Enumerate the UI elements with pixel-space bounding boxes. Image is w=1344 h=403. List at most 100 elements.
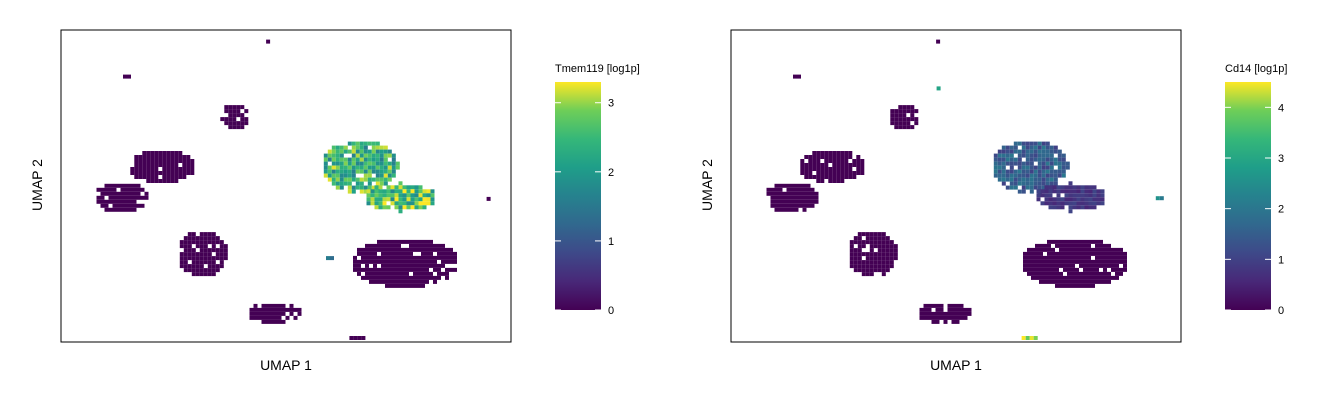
cell-point <box>774 195 779 200</box>
cell-point <box>187 240 192 245</box>
cell-point <box>1071 251 1075 256</box>
colorbar-tick-label: 0 <box>608 305 614 317</box>
cell-point <box>877 244 882 249</box>
cell-point <box>898 125 903 130</box>
cell-point <box>894 113 899 118</box>
plot-frame-1 <box>60 29 512 343</box>
cell-point <box>1005 149 1010 154</box>
cell-point <box>421 267 425 272</box>
cell-point <box>369 251 373 256</box>
cell-point <box>824 151 829 155</box>
cell-point <box>804 163 809 167</box>
cell-point <box>1017 149 1022 154</box>
cell-point <box>832 171 837 175</box>
cell-point <box>861 272 866 277</box>
cell-point <box>373 263 377 268</box>
cell-point <box>794 187 799 192</box>
cell-point <box>323 161 328 166</box>
cell-point <box>1071 267 1075 272</box>
cell-point <box>170 179 175 183</box>
cell-point <box>1041 185 1046 190</box>
cell-point <box>385 267 389 272</box>
cell-point <box>1057 149 1062 154</box>
cell-point <box>1021 181 1026 186</box>
cell-point <box>1119 267 1123 272</box>
cell-point <box>877 260 882 265</box>
cell-point <box>881 264 886 269</box>
cell-point <box>154 163 159 167</box>
cell-point <box>232 125 237 130</box>
cell-point <box>203 268 208 273</box>
cell-point <box>381 279 385 284</box>
cell-point <box>1115 275 1119 280</box>
cell-point <box>393 239 397 244</box>
cell-point <box>786 199 791 204</box>
cell-point <box>195 240 200 245</box>
cell-point <box>1021 173 1026 178</box>
cell-point <box>132 199 137 204</box>
cell-point <box>808 163 813 167</box>
cell-point <box>449 247 453 252</box>
cell-point <box>1055 243 1059 248</box>
cell-point <box>1063 247 1067 252</box>
cell-point <box>836 171 841 175</box>
cell-point <box>943 311 948 316</box>
cell-point <box>112 191 117 196</box>
cell-point <box>1065 165 1070 170</box>
cell-point <box>935 303 940 308</box>
cell-point <box>244 109 249 114</box>
cell-point <box>393 263 397 268</box>
cell-point <box>347 185 352 190</box>
cell-point <box>449 251 453 256</box>
cell-point <box>405 275 409 280</box>
cell-point <box>355 153 360 158</box>
cell-point <box>357 271 361 276</box>
y-axis-label-2: UMAP 2 <box>699 159 715 211</box>
cell-point <box>398 181 403 186</box>
cell-point <box>1048 205 1053 210</box>
cell-point <box>365 259 369 264</box>
cell-point <box>1092 189 1097 194</box>
cell-point <box>794 191 799 196</box>
cell-point <box>116 203 121 208</box>
cell-point <box>425 247 429 252</box>
cell-point <box>347 181 352 186</box>
cell-point <box>397 255 401 260</box>
cell-point <box>367 169 372 174</box>
cell-point <box>1064 185 1069 190</box>
cell-point <box>840 159 845 163</box>
cell-point <box>865 268 870 273</box>
cell-point <box>1029 189 1034 194</box>
cell-point <box>174 151 179 155</box>
cell-point <box>116 195 121 200</box>
cell-point <box>1071 259 1075 264</box>
cell-point <box>770 199 775 204</box>
cell-point <box>840 167 845 171</box>
cell-point <box>359 177 364 182</box>
cell-point <box>877 252 882 257</box>
cell-point <box>840 155 845 159</box>
cell-point <box>1079 275 1083 280</box>
cell-point <box>856 155 861 159</box>
cell-point <box>1099 271 1103 276</box>
cell-point <box>1053 161 1058 166</box>
cell-point <box>1017 141 1022 146</box>
cell-point <box>1079 259 1083 264</box>
cell-point <box>1087 283 1091 288</box>
cell-point <box>860 171 865 175</box>
cell-point <box>265 311 270 316</box>
cell-point <box>890 109 895 114</box>
cell-point <box>832 167 837 171</box>
cell-point <box>770 187 775 192</box>
cell-point <box>211 232 216 237</box>
cell-point <box>1096 197 1101 202</box>
cell-point <box>959 303 964 308</box>
cell-point <box>413 263 417 268</box>
cell-point <box>889 248 894 253</box>
cell-point <box>853 264 858 269</box>
cell-point <box>385 243 389 248</box>
cell-point <box>1047 259 1051 264</box>
cell-point <box>1100 193 1105 198</box>
cell-point <box>798 195 803 200</box>
cell-point <box>1031 255 1035 260</box>
